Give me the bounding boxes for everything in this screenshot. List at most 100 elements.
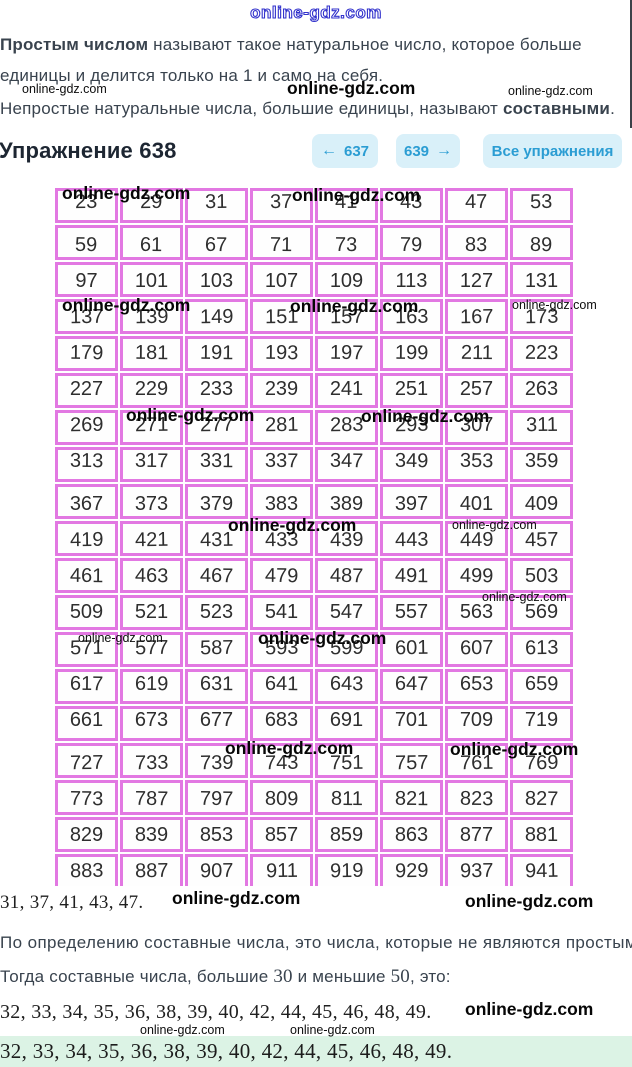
watermark: online-gdz.com <box>508 84 593 98</box>
prime-cell: 773 <box>55 780 118 815</box>
prime-cell: 821 <box>380 780 443 815</box>
prime-cell: 433 <box>250 521 313 556</box>
composite-dot: . <box>610 99 616 118</box>
prime-cell: 227 <box>55 373 118 408</box>
prime-cell: 643 <box>315 669 378 704</box>
prime-cell: 283 <box>315 410 378 445</box>
prime-cell: 229 <box>120 373 183 408</box>
prime-cell: 739 <box>185 743 248 778</box>
prime-cell: 197 <box>315 336 378 371</box>
prime-cell: 757 <box>380 743 443 778</box>
watermark: online-gdz.com <box>140 1023 225 1037</box>
prime-cell: 839 <box>120 817 183 852</box>
prime-cell: 859 <box>315 817 378 852</box>
prime-cell: 173 <box>510 299 573 334</box>
prime-cell: 23 <box>55 188 118 223</box>
table-row: 571 577 587 593 599 601 607 613 <box>55 632 573 667</box>
prime-cell: 613 <box>510 632 573 667</box>
prime-cell: 191 <box>185 336 248 371</box>
prime-cell: 71 <box>250 225 313 260</box>
prime-cell: 809 <box>250 780 313 815</box>
all-exercises-label: Все упражнения <box>491 142 614 160</box>
prime-cell: 479 <box>250 558 313 593</box>
composites-list: 32, 33, 34, 35, 36, 38, 39, 40, 42, 44, … <box>0 1001 432 1023</box>
prime-cell: 823 <box>445 780 508 815</box>
prime-cell: 43 <box>380 188 443 223</box>
prime-cell: 911 <box>250 854 313 886</box>
prime-cell: 887 <box>120 854 183 886</box>
prime-cell: 619 <box>120 669 183 704</box>
prime-cell: 101 <box>120 262 183 297</box>
composite-definition-text: По определению составные числа, это числ… <box>0 933 632 952</box>
prime-cell: 863 <box>380 817 443 852</box>
prime-cell: 787 <box>120 780 183 815</box>
prime-line2-text: единицы и делится только на 1 и само на … <box>0 66 384 85</box>
prime-cell: 929 <box>380 854 443 886</box>
composite-term-bold: составными <box>502 99 611 118</box>
prime-cell: 577 <box>120 632 183 667</box>
prime-cell: 557 <box>380 595 443 630</box>
prime-cell: 461 <box>55 558 118 593</box>
prime-cell: 439 <box>315 521 378 556</box>
prime-cell: 113 <box>380 262 443 297</box>
prime-cell: 103 <box>185 262 248 297</box>
prime-cell: 389 <box>315 484 378 519</box>
table-row: 461 463 467 479 487 491 499 503 <box>55 558 573 593</box>
prime-cell: 419 <box>55 521 118 556</box>
primes-table: 23 29 31 37 41 43 47 53 59 61 67 71 73 79 83 89 97 101 103… <box>53 186 575 888</box>
statement-seg2: и меньшие <box>292 967 391 986</box>
prime-cell: 317 <box>120 447 183 482</box>
table-row: 883 887 907 911 919 929 937 941 <box>55 854 573 886</box>
prime-cell: 601 <box>380 632 443 667</box>
prime-cell: 719 <box>510 706 573 741</box>
prime-cell: 617 <box>55 669 118 704</box>
prime-cell: 811 <box>315 780 378 815</box>
table-row: 269 271 277 281 283 293 307 311 <box>55 410 573 445</box>
prime-cell: 569 <box>510 595 573 630</box>
prime-cell: 727 <box>55 743 118 778</box>
prime-cell: 109 <box>315 262 378 297</box>
composite-pre: Непростые натуральные числа, большие еди… <box>0 99 503 118</box>
table-row: 227 229 233 239 241 251 257 263 <box>55 373 573 408</box>
prime-cell: 503 <box>510 558 573 593</box>
arrow-right-icon: → <box>436 142 453 159</box>
prime-cell: 179 <box>55 336 118 371</box>
prime-cell: 37 <box>250 188 313 223</box>
all-exercises-button[interactable]: Все упражнения <box>483 134 622 168</box>
watermark: online-gdz.com <box>172 888 301 908</box>
watermark-outline: online-gdz.com <box>250 2 382 22</box>
prev-exercise-button[interactable]: ← 637 <box>312 134 378 168</box>
prime-cell: 941 <box>510 854 573 886</box>
prime-cell: 421 <box>120 521 183 556</box>
next-exercise-button[interactable]: 639 → <box>396 134 460 168</box>
prime-cell: 199 <box>380 336 443 371</box>
prime-cell: 211 <box>445 336 508 371</box>
prime-cell: 269 <box>55 410 118 445</box>
page-title: Упражнение 638 <box>0 138 177 163</box>
prime-cell: 409 <box>510 484 573 519</box>
prime-cell: 47 <box>445 188 508 223</box>
table-row: 661 673 677 683 691 701 709 719 <box>55 706 573 741</box>
prime-cell: 359 <box>510 447 573 482</box>
prime-cell: 521 <box>120 595 183 630</box>
prime-cell: 193 <box>250 336 313 371</box>
prime-cell: 857 <box>250 817 313 852</box>
prime-cell: 631 <box>185 669 248 704</box>
prime-cell: 563 <box>445 595 508 630</box>
table-row: 97 101 103 107 109 113 127 131 <box>55 262 573 297</box>
prime-cell: 67 <box>185 225 248 260</box>
prime-term-rest: называют такое натуральное число, которо… <box>148 35 582 54</box>
prime-cell: 907 <box>185 854 248 886</box>
prime-cell: 233 <box>185 373 248 408</box>
prime-cell: 661 <box>55 706 118 741</box>
prime-cell: 541 <box>250 595 313 630</box>
prime-cell: 733 <box>120 743 183 778</box>
prime-cell: 277 <box>185 410 248 445</box>
prime-cell: 97 <box>55 262 118 297</box>
prime-cell: 223 <box>510 336 573 371</box>
statement-seg1: Тогда составные числа, большие <box>0 967 274 986</box>
prime-cell: 761 <box>445 743 508 778</box>
prime-cell: 137 <box>55 299 118 334</box>
prime-cell: 251 <box>380 373 443 408</box>
